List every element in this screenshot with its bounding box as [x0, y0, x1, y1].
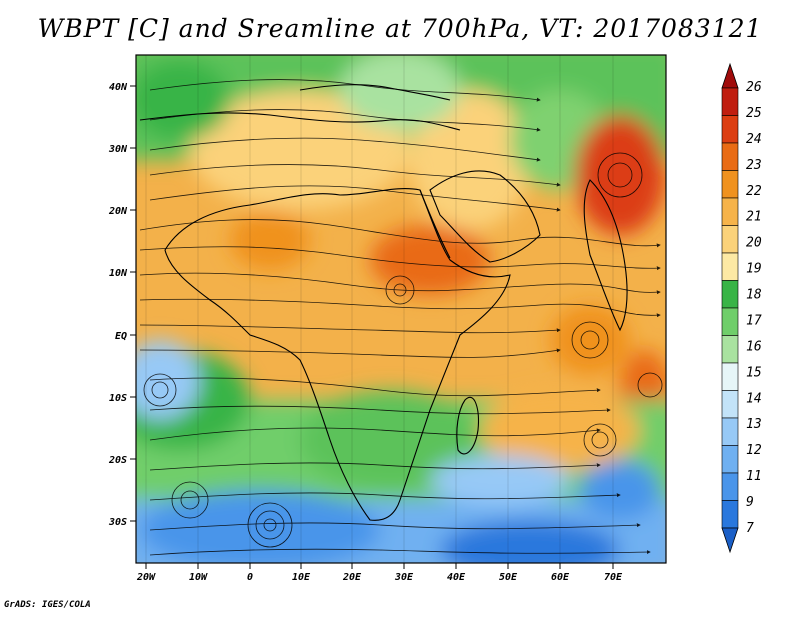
- colorbar-end-top: [721, 62, 739, 89]
- lon-axis: 20W 10W 0 10E 20E 30E 40E 50E 60E 70E: [136, 563, 623, 583]
- colorbar-end-bottom: [721, 527, 739, 554]
- colorbar-swatch: [721, 252, 739, 281]
- coastlines: [139, 84, 628, 521]
- lat-label: 30S: [108, 517, 127, 528]
- lat-label: 10S: [109, 393, 127, 404]
- lon-label: 10W: [189, 572, 208, 583]
- colorbar-swatch: [721, 197, 739, 226]
- colorbar-swatch: [721, 170, 739, 199]
- chart-title: WBPT [C] and Sreamline at 700hPa, VT: 20…: [37, 14, 763, 43]
- lat-label: 20N: [108, 206, 128, 217]
- lon-label: 40E: [447, 572, 466, 583]
- colorbar-label: 18: [746, 288, 762, 303]
- lon-label: 30E: [394, 572, 414, 583]
- lon-label: 50E: [499, 572, 518, 583]
- colorbar-label: 13: [746, 417, 762, 432]
- lat-label: 20S: [108, 455, 127, 466]
- lon-label: 0: [247, 572, 253, 583]
- colorbar-label: 21: [746, 210, 762, 225]
- colorbar-swatch: [721, 142, 739, 171]
- colorbar-label: 14: [746, 391, 762, 406]
- colorbar-swatch: [721, 472, 739, 501]
- colorbar-swatch: [721, 225, 739, 254]
- colorbar-swatch: [721, 417, 739, 446]
- colorbar-swatch: [721, 335, 739, 364]
- map-area: [136, 55, 666, 563]
- lat-label: 40N: [109, 82, 128, 93]
- colorbar-label: 20: [746, 236, 762, 251]
- colorbar-label: 11: [746, 469, 762, 484]
- lat-label: 10N: [109, 268, 128, 279]
- colorbar-label: 22: [746, 184, 762, 199]
- colorbar-swatch: [721, 500, 739, 529]
- colorbar-swatch: [721, 362, 739, 391]
- colorbar-label: 24: [746, 132, 762, 147]
- lon-label: 10E: [292, 572, 311, 583]
- colorbar-swatch: [721, 390, 739, 419]
- colorbar-label: 7: [746, 521, 754, 536]
- colorbar-label: 17: [746, 313, 762, 328]
- colorbar: 26 25 24 23 22 21 20 19 18 17 16 15 14 13 12 11 9 7: [721, 62, 762, 554]
- colorbar-swatch: [721, 280, 739, 309]
- lon-label: 20W: [136, 572, 156, 583]
- colorbar-label: 26: [746, 80, 762, 95]
- colorbar-label: 19: [746, 262, 762, 277]
- credit-text: GrADS: IGES/COLA: [4, 600, 91, 610]
- graticule: [145, 55, 614, 563]
- lat-axis: 40N 30N 20N 10N EQ 10S 20S 30S: [108, 82, 136, 528]
- colorbar-label: 12: [746, 443, 762, 458]
- colorbar-label: 15: [746, 365, 762, 380]
- colorbar-label: 16: [746, 339, 762, 354]
- colorbar-swatch: [721, 87, 739, 116]
- colorbar-swatch: [721, 307, 739, 336]
- map-frame: [135, 54, 667, 564]
- lat-label: 30N: [108, 144, 128, 155]
- colorbar-label: 23: [746, 158, 762, 173]
- colorbar-swatch: [721, 115, 739, 144]
- lon-label: 20E: [342, 572, 362, 583]
- lon-label: 70E: [604, 572, 623, 583]
- colorbar-swatch: [721, 445, 739, 474]
- lon-label: 60E: [551, 572, 570, 583]
- colorbar-label: 9: [746, 495, 754, 510]
- lat-label: EQ: [115, 331, 127, 342]
- colorbar-label: 25: [746, 106, 762, 121]
